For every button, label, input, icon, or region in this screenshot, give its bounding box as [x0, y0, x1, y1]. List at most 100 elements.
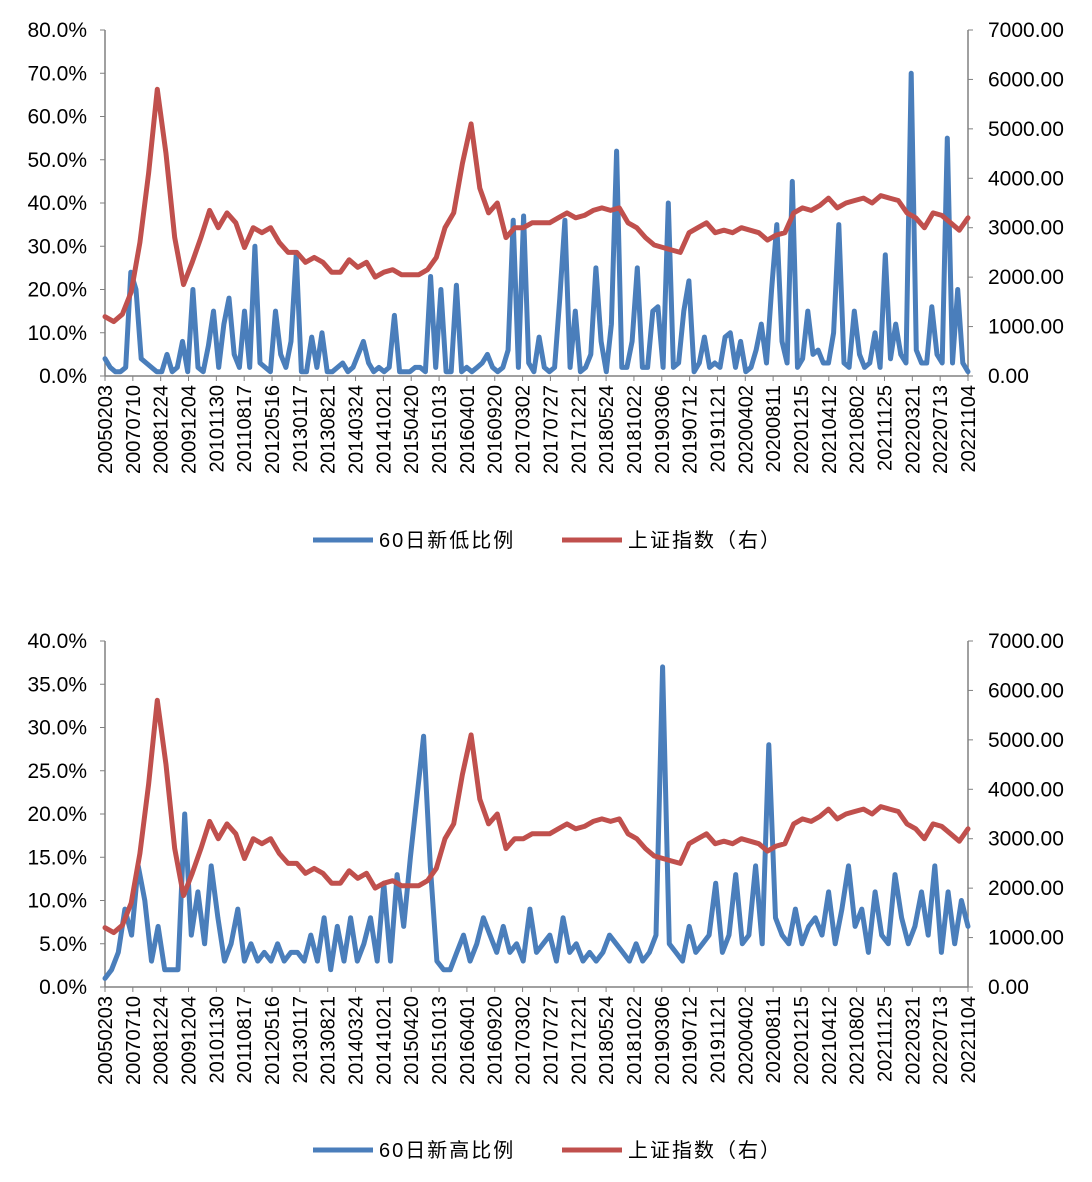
left-tick-label: 0.0% — [39, 976, 87, 999]
series-line-index — [102, 697, 971, 936]
right-tick-label: 3000.00 — [988, 828, 1064, 851]
x-tick-label: 20210802 — [847, 996, 869, 1085]
x-tick-label: 20081224 — [151, 385, 173, 474]
x-tick-label: 20210412 — [819, 996, 841, 1085]
x-tick-label: 20181022 — [624, 996, 646, 1085]
left-tick-label: 20.0% — [27, 279, 87, 302]
x-tick-label: 20130117 — [290, 385, 312, 473]
left-tick-label: 25.0% — [27, 760, 87, 783]
x-tick-label: 20220713 — [930, 385, 952, 474]
x-tick-label: 20170302 — [513, 996, 535, 1085]
left-tick-label: 30.0% — [27, 235, 87, 258]
right-tick-label: 4000.00 — [988, 167, 1064, 190]
x-tick-label: 20110817 — [234, 385, 256, 473]
x-tick-label: 20050203 — [95, 996, 117, 1085]
x-tick-label: 20091204 — [179, 996, 201, 1085]
x-tick-label: 20070710 — [123, 385, 145, 474]
legend-label: 60日新高比例 — [379, 1139, 515, 1162]
x-tick-label: 20050203 — [95, 385, 117, 474]
x-tick-label: 20151013 — [429, 996, 451, 1085]
x-tick-label: 20120516 — [262, 996, 284, 1085]
x-tick-label: 20210802 — [847, 385, 869, 474]
x-tick-label: 20170727 — [540, 385, 562, 474]
x-tick-label: 20150420 — [401, 385, 423, 474]
x-tick-label: 20201215 — [791, 385, 813, 474]
right-tick-label: 1000.00 — [988, 316, 1064, 339]
x-tick-label: 20130117 — [290, 996, 312, 1084]
x-tick-label: 20081224 — [151, 996, 173, 1085]
legend-label: 上证指数（右） — [628, 529, 782, 552]
right-tick-label: 0.00 — [988, 976, 1029, 999]
series-line-ratio — [102, 70, 971, 375]
left-tick-label: 5.0% — [39, 933, 87, 956]
x-tick-label: 20070710 — [123, 996, 145, 1085]
left-tick-label: 20.0% — [27, 803, 87, 826]
x-tick-label: 20200402 — [735, 996, 757, 1085]
left-tick-label: 70.0% — [27, 62, 87, 85]
right-tick-label: 5000.00 — [988, 118, 1064, 141]
new-low-ratio-chart: 0.0% 10.0% 20.0% 30.0% 40.0% 50.0% 60.0% 70.0% 8… — [27, 19, 1064, 552]
right-tick-label: 4000.00 — [988, 778, 1064, 801]
left-tick-label: 80.0% — [27, 19, 87, 42]
x-tick-label: 20140324 — [346, 996, 368, 1085]
x-tick-label: 20191121 — [707, 996, 729, 1084]
legend-label: 上证指数（右） — [628, 1139, 782, 1162]
x-tick-label: 20221104 — [958, 996, 980, 1084]
x-tick-label: 20141021 — [373, 385, 395, 474]
x-tick-label: 20211125 — [874, 385, 896, 471]
x-tick-label: 20200811 — [763, 996, 785, 1084]
x-tick-label: 20171221 — [568, 385, 590, 474]
right-tick-label: 7000.00 — [988, 19, 1064, 42]
x-tick-label: 20130821 — [318, 385, 340, 474]
x-tick-label: 20151013 — [429, 385, 451, 474]
x-tick-label: 20190306 — [652, 996, 674, 1085]
x-tick-label: 20190712 — [680, 385, 702, 474]
x-tick-label: 20180524 — [596, 996, 618, 1085]
x-tick-label: 20101130 — [206, 385, 228, 473]
left-tick-label: 40.0% — [27, 192, 87, 215]
x-tick-label: 20160920 — [485, 996, 507, 1085]
left-tick-label: 60.0% — [27, 106, 87, 129]
x-tick-label: 20171221 — [568, 996, 590, 1085]
legend-label: 60日新低比例 — [379, 529, 515, 552]
x-tick-label: 20130821 — [318, 996, 340, 1085]
right-tick-label: 2000.00 — [988, 266, 1064, 289]
x-tick-label: 20200811 — [763, 385, 785, 473]
left-tick-label: 10.0% — [27, 322, 87, 345]
right-tick-label: 0.00 — [988, 365, 1029, 388]
x-tick-label: 20190306 — [652, 385, 674, 474]
x-tick-label: 20110817 — [234, 996, 256, 1084]
left-tick-label: 40.0% — [27, 630, 87, 653]
x-tick-label: 20181022 — [624, 385, 646, 474]
right-tick-label: 3000.00 — [988, 217, 1064, 240]
series-line-ratio — [102, 664, 971, 981]
right-tick-label: 1000.00 — [988, 927, 1064, 950]
right-tick-label: 6000.00 — [988, 679, 1064, 702]
x-tick-label: 20211125 — [874, 996, 896, 1082]
x-tick-label: 20091204 — [179, 385, 201, 474]
left-tick-label: 10.0% — [27, 890, 87, 913]
x-tick-label: 20150420 — [401, 996, 423, 1085]
x-tick-label: 20221104 — [958, 385, 980, 473]
left-tick-label: 15.0% — [27, 846, 87, 869]
x-tick-label: 20101130 — [206, 996, 228, 1084]
right-tick-label: 7000.00 — [988, 630, 1064, 653]
series-line-index — [102, 86, 971, 325]
x-tick-label: 20180524 — [596, 385, 618, 474]
x-tick-label: 20160401 — [457, 385, 479, 474]
right-tick-label: 2000.00 — [988, 877, 1064, 900]
x-tick-label: 20220321 — [902, 996, 924, 1085]
x-tick-label: 20160920 — [485, 385, 507, 474]
x-tick-label: 20160401 — [457, 996, 479, 1085]
x-tick-label: 20201215 — [791, 996, 813, 1085]
x-tick-label: 20170727 — [540, 996, 562, 1085]
x-tick-label: 20191121 — [707, 385, 729, 473]
x-tick-label: 20200402 — [735, 385, 757, 474]
left-tick-label: 0.0% — [39, 365, 87, 388]
x-tick-label: 20220713 — [930, 996, 952, 1085]
right-tick-label: 6000.00 — [988, 68, 1064, 91]
left-tick-label: 35.0% — [27, 673, 87, 696]
left-tick-label: 50.0% — [27, 149, 87, 172]
new-high-ratio-chart: 0.0% 5.0% 10.0% 15.0% 20.0% 25.0% 30.0% 35.0% 40… — [27, 630, 1064, 1162]
x-tick-label: 20141021 — [373, 996, 395, 1085]
